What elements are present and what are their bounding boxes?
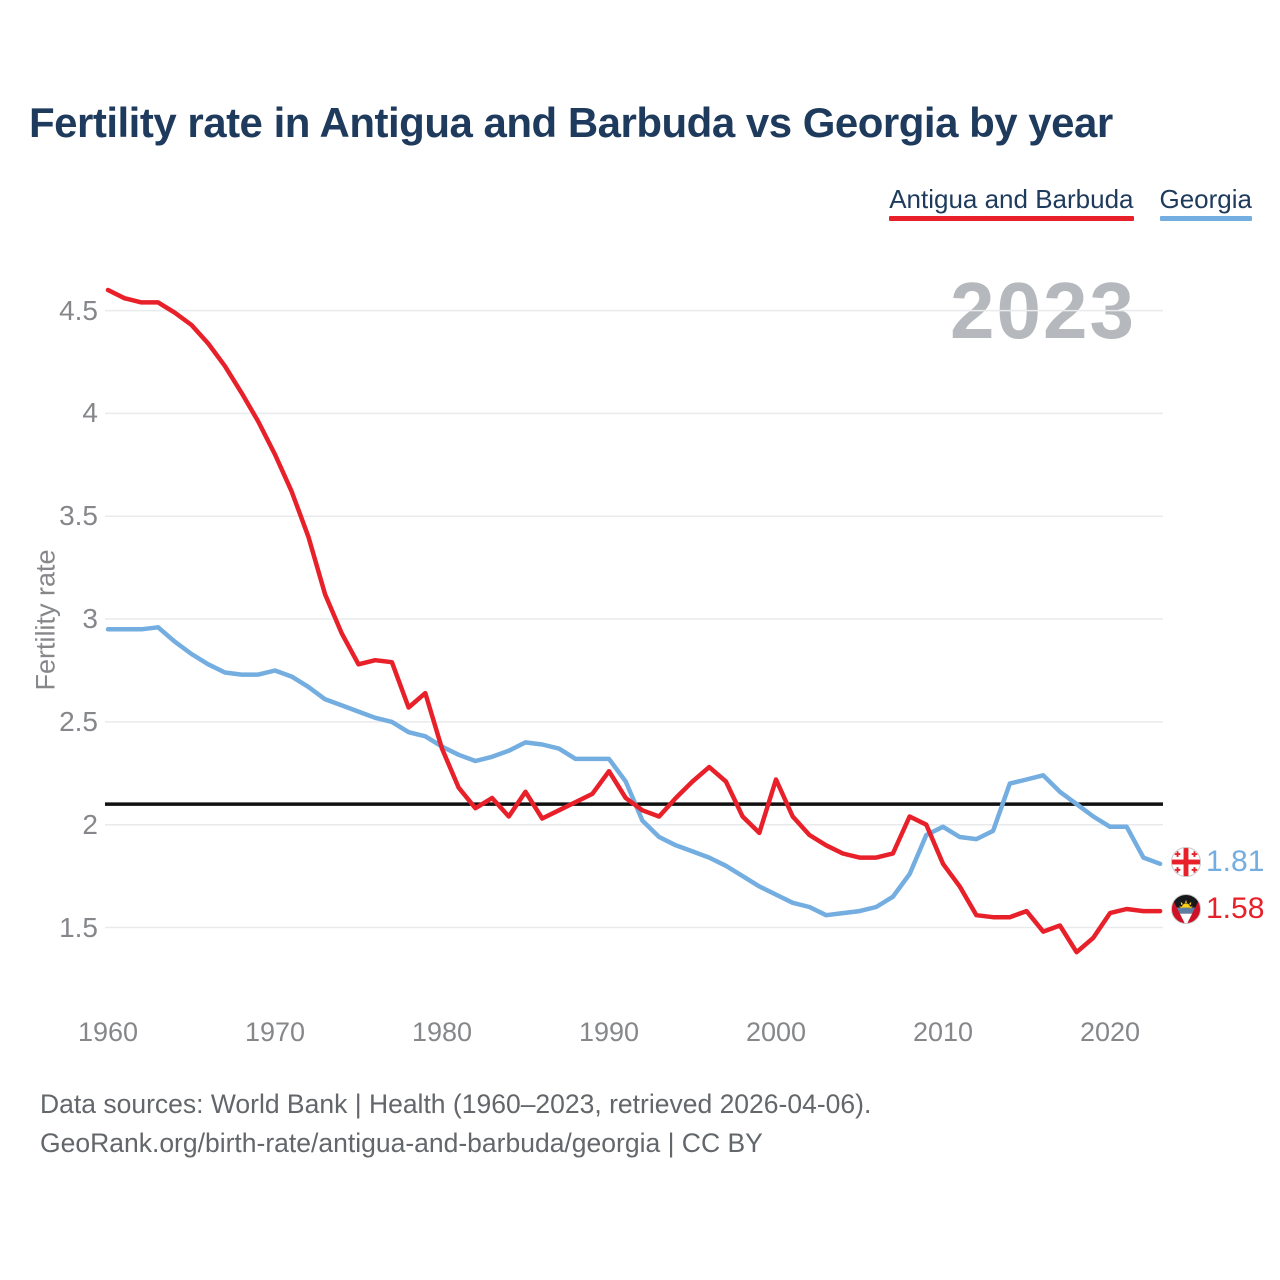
series-line-antigua-and-barbuda xyxy=(105,287,1163,955)
y-tick-label: 1.5 xyxy=(59,911,98,943)
x-tick-label: 1970 xyxy=(244,1017,306,1047)
x-tick-label: 1980 xyxy=(411,1017,473,1047)
legend-label-antigua-and-barbuda: Antigua and Barbuda xyxy=(889,184,1134,214)
legend-item-georgia[interactable]: Georgia xyxy=(1159,184,1253,221)
y-tick-label: 2 xyxy=(82,808,98,840)
y-tick-label: 3 xyxy=(82,603,98,635)
antigua-and-barbuda-flag-icon xyxy=(1171,894,1201,924)
y-tick-label: 4.5 xyxy=(59,294,98,326)
y-tick-label: 2.5 xyxy=(59,705,98,737)
footer-url-line: GeoRank.org/birth-rate/antigua-and-barbu… xyxy=(40,1128,763,1158)
legend-item-antigua-and-barbuda[interactable]: Antigua and Barbuda xyxy=(889,184,1134,221)
x-tick-label: 2010 xyxy=(912,1017,974,1047)
x-tick-label: 2020 xyxy=(1079,1017,1141,1047)
x-tick-label: 2000 xyxy=(745,1017,807,1047)
georgia-flag-icon xyxy=(1171,847,1201,877)
legend-underline-blue-swatch xyxy=(1159,216,1252,221)
footer-source-line: Data sources: World Bank | Health (1960–… xyxy=(40,1089,872,1119)
legend: Antigua and Barbuda Georgia xyxy=(889,185,1252,221)
y-tick-label: 4 xyxy=(82,397,98,429)
x-tick-label: 1990 xyxy=(578,1017,640,1047)
end-value-georgia: 1.81 xyxy=(1206,845,1265,878)
legend-underline-red-swatch xyxy=(889,216,1134,221)
y-tick-label: 3.5 xyxy=(59,500,98,532)
x-tick-label: 1960 xyxy=(77,1017,139,1047)
page-title: Fertility rate in Antigua and Barbuda vs… xyxy=(29,99,1113,146)
legend-label-georgia: Georgia xyxy=(1159,184,1253,214)
end-value-antigua: 1.58 xyxy=(1206,892,1265,925)
series-line-georgia xyxy=(105,625,1163,918)
